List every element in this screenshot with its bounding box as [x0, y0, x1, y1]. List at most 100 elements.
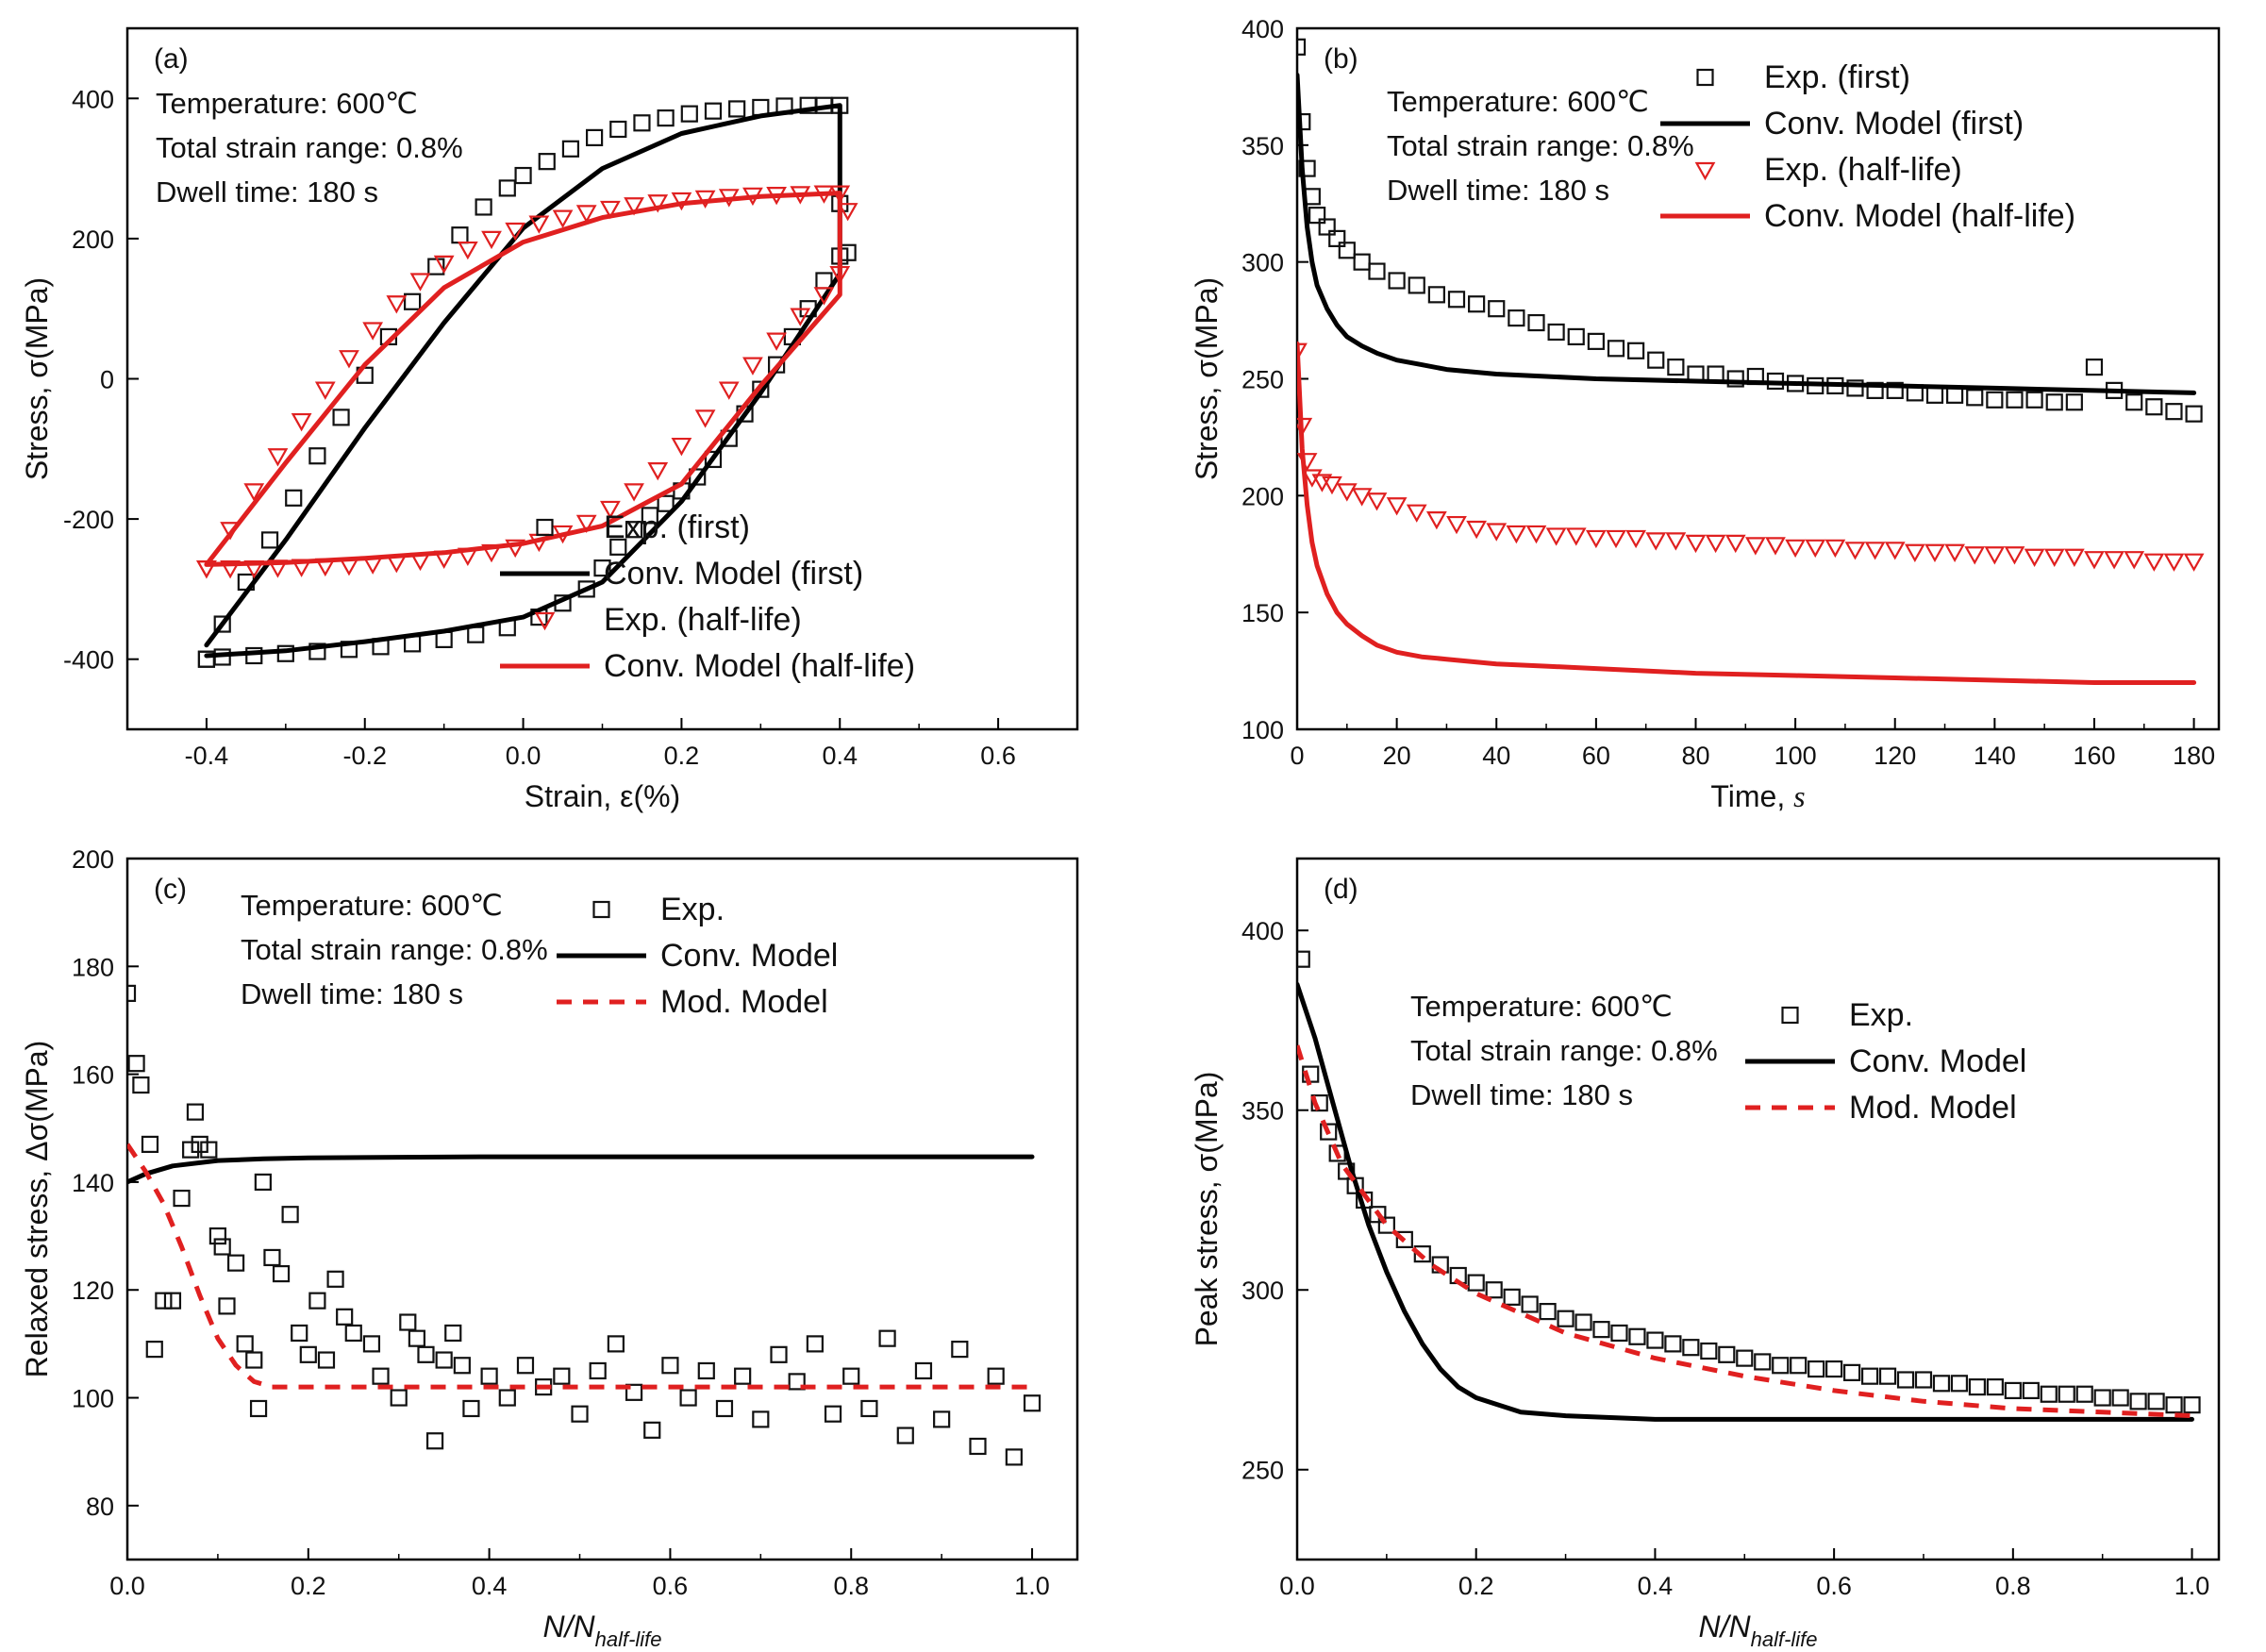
series-exp-first-point	[1408, 276, 1425, 294]
annotation-line: Total strain range: 0.8%	[156, 131, 463, 164]
series-exp-half-life-point	[457, 241, 478, 260]
series-exp-point	[336, 1308, 354, 1326]
series-exp-half-life-point	[1297, 342, 1308, 362]
series-exp-point	[860, 1399, 878, 1418]
series-exp-point	[145, 1340, 163, 1359]
series-exp-point	[480, 1367, 498, 1385]
series-exp-point	[1700, 1342, 1718, 1360]
series-exp-half-life-point	[1585, 529, 1607, 549]
series-exp-first-point	[1308, 207, 1326, 225]
series-exp-first-point	[1667, 359, 1685, 376]
series-exp-half-life-point	[314, 381, 336, 400]
series-exp-half-life-point	[2024, 548, 2045, 567]
y-axis-label: Peak stress, σ(MPa)	[1190, 1072, 1224, 1347]
series-exp-first-point	[245, 646, 263, 665]
series-exp-point	[453, 1357, 471, 1375]
series-exp-half-life-point	[1645, 532, 1667, 551]
series-exp-first-point	[1468, 295, 1486, 313]
series-exp-first-point	[498, 179, 516, 197]
panel-label: (b)	[1324, 43, 1358, 75]
series-conv-model-line	[1297, 981, 2194, 1422]
series-exp-point	[770, 1345, 788, 1363]
series-exp-point	[435, 1351, 453, 1369]
series-exp-first-point	[1547, 323, 1565, 342]
series-exp-half-life-point	[742, 357, 763, 375]
annotation-line: Temperature: 600℃	[1387, 85, 1649, 118]
annotation-line: Dwell time: 180 s	[241, 977, 463, 1010]
series-exp-point	[896, 1427, 914, 1444]
series-exp-half-life-point	[647, 194, 669, 213]
series-exp-half-life-point	[267, 448, 289, 467]
legend-label: Exp.	[1849, 997, 1913, 1033]
x-tick-label: 1.0	[2174, 1572, 2210, 1600]
series-exp-point	[272, 1264, 291, 1283]
series-exp-point	[1369, 1206, 1387, 1224]
y-tick-label: 0	[100, 366, 114, 394]
series-exp-first-point	[1567, 327, 1585, 346]
series-exp-point	[399, 1313, 417, 1331]
series-exp-first-point	[2045, 393, 2063, 411]
series-exp-point	[1790, 1357, 1808, 1375]
series-exp-first-point	[720, 429, 738, 447]
series-exp-half-life-point	[1705, 534, 1726, 554]
y-tick-label: 250	[1241, 366, 1284, 394]
series-exp-point	[1297, 950, 1310, 968]
y-tick-label: 120	[72, 1277, 114, 1305]
series-exp-point	[213, 1238, 231, 1256]
y-tick-label: 140	[72, 1169, 114, 1197]
series-exp-half-life-point	[505, 222, 526, 242]
series-exp-point	[127, 984, 137, 1002]
series-exp-first-point	[1886, 381, 1904, 399]
series-exp-point	[643, 1421, 661, 1439]
series-exp-point	[1320, 1123, 1338, 1141]
series-exp-half-life-point	[694, 409, 716, 428]
series-exp-first-point	[213, 615, 231, 633]
series-exp-first-point	[586, 128, 604, 147]
annotation-line: Temperature: 600℃	[156, 87, 418, 120]
series-exp-point	[842, 1367, 860, 1385]
series-exp-first-point	[1607, 340, 1625, 358]
series-exp-half-life-point	[409, 273, 431, 292]
y-tick-label: 180	[72, 953, 114, 981]
x-tick-label: 0.0	[506, 742, 542, 770]
series-exp-point	[141, 1135, 159, 1154]
series-exp-half-life-point	[671, 437, 692, 457]
y-tick-label: 200	[72, 845, 114, 874]
series-exp-point	[1575, 1313, 1592, 1331]
series-exp-point	[1377, 1216, 1395, 1234]
series-exp-first-point	[1338, 242, 1356, 259]
plot-frame	[125, 857, 1079, 1561]
series-exp-half-life-point	[2004, 546, 2025, 565]
series-exp-first-point	[260, 531, 279, 549]
series-exp-first-point	[1488, 300, 1506, 318]
x-axis-label-unit: s	[1793, 779, 1805, 813]
series-exp-half-life-point	[339, 350, 359, 369]
x-tick-label: 80	[1681, 742, 1709, 770]
series-exp-point	[1718, 1345, 1736, 1363]
x-tick-label: 0.8	[1995, 1572, 2031, 1600]
series-exp-half-life-point	[1425, 511, 1447, 530]
series-exp-half-life-point	[1824, 539, 1846, 559]
annotation-line: Total strain range: 0.8%	[1387, 129, 1694, 162]
series-exp-point	[914, 1361, 933, 1380]
series-exp-first-point	[2065, 393, 2083, 411]
series-exp-point	[806, 1335, 824, 1353]
series-exp-point	[516, 1357, 535, 1375]
series-exp-point	[344, 1324, 362, 1343]
series-exp-point	[1539, 1302, 1557, 1321]
series-exp-half-life-point	[2124, 551, 2145, 570]
series-exp-half-life-point	[1486, 523, 1508, 542]
panel-label: (d)	[1324, 874, 1358, 905]
y-tick-label: 80	[86, 1493, 114, 1521]
panel-d: 0.0 0.2 0.4 0.6 0.8 1.0 250 300 350 400 N/Nhalf-li…	[1190, 857, 2221, 1651]
series-exp-point	[1557, 1310, 1575, 1327]
legend-label: Conv. Model (half-life)	[1764, 198, 2075, 234]
series-exp-point	[173, 1189, 191, 1208]
x-tick-label: 0	[1290, 742, 1304, 770]
series-exp-half-life-point	[220, 560, 241, 579]
series-exp-first-point	[451, 226, 469, 244]
series-exp-point	[1772, 1357, 1790, 1375]
annotation-line: Dwell time: 180 s	[1387, 174, 1609, 207]
series-exp-half-life-point	[243, 483, 265, 502]
series-exp-first-point	[609, 120, 627, 139]
